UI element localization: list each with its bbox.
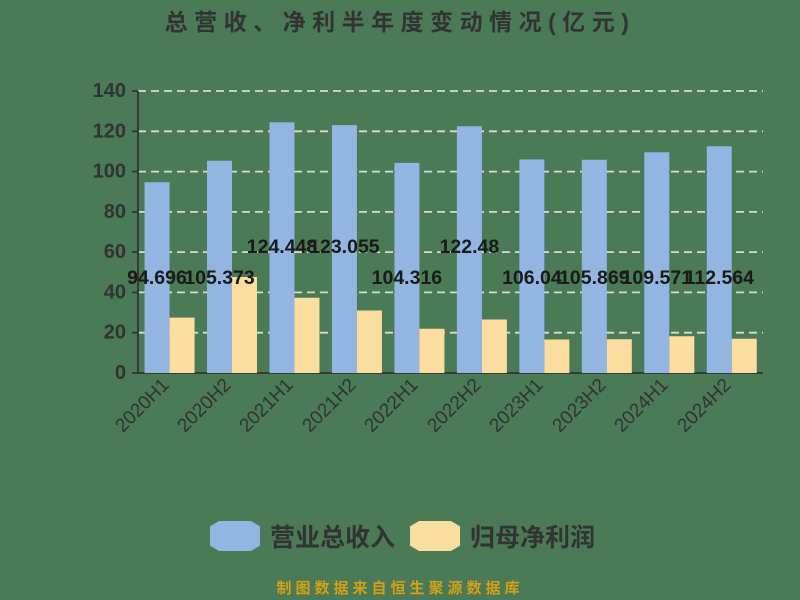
svg-text:2024H1: 2024H1 — [611, 375, 673, 437]
svg-text:60: 60 — [104, 241, 126, 263]
svg-text:2023H2: 2023H2 — [549, 375, 611, 437]
svg-text:2024H2: 2024H2 — [674, 375, 736, 437]
svg-text:123.055: 123.055 — [309, 236, 380, 258]
svg-text:80: 80 — [104, 201, 126, 223]
svg-text:2021H1: 2021H1 — [236, 375, 298, 437]
svg-text:94.696: 94.696 — [127, 267, 187, 289]
svg-text:104.316: 104.316 — [372, 267, 443, 289]
svg-text:109.571: 109.571 — [622, 267, 693, 289]
svg-text:2022H2: 2022H2 — [424, 375, 486, 437]
svg-text:140: 140 — [93, 80, 126, 102]
svg-text:106.04: 106.04 — [502, 267, 562, 289]
svg-text:2022H1: 2022H1 — [361, 375, 423, 437]
svg-text:2021H2: 2021H2 — [299, 375, 361, 437]
svg-text:120: 120 — [93, 120, 126, 142]
svg-text:2023H1: 2023H1 — [486, 375, 548, 437]
svg-text:112.564: 112.564 — [685, 267, 755, 289]
svg-text:100: 100 — [93, 161, 126, 183]
svg-text:122.48: 122.48 — [440, 236, 500, 258]
svg-text:40: 40 — [104, 281, 126, 303]
svg-text:2020H2: 2020H2 — [174, 375, 236, 437]
svg-text:0: 0 — [115, 362, 126, 384]
svg-text:105.869: 105.869 — [559, 267, 630, 289]
svg-text:20: 20 — [104, 322, 126, 344]
svg-text:105.373: 105.373 — [184, 267, 255, 289]
svg-text:124.448: 124.448 — [247, 236, 318, 258]
